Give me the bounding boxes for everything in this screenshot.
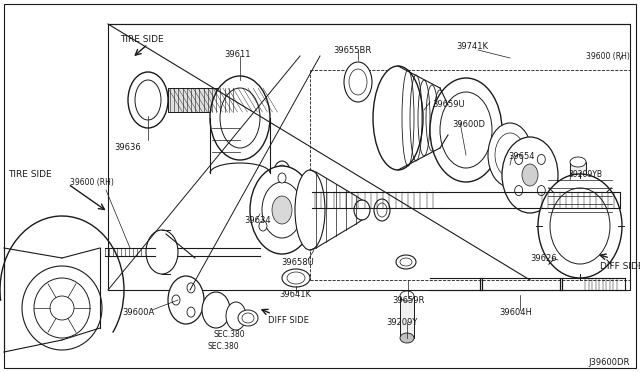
Ellipse shape xyxy=(538,154,545,164)
Bar xyxy=(400,296,414,338)
Ellipse shape xyxy=(250,166,314,254)
Ellipse shape xyxy=(242,313,254,323)
Ellipse shape xyxy=(396,255,416,269)
Bar xyxy=(570,162,586,214)
Ellipse shape xyxy=(128,72,168,128)
Ellipse shape xyxy=(282,269,310,287)
Ellipse shape xyxy=(538,186,545,196)
Text: 39634: 39634 xyxy=(244,216,271,225)
Ellipse shape xyxy=(278,173,286,183)
Ellipse shape xyxy=(502,137,558,213)
Ellipse shape xyxy=(187,283,195,293)
Bar xyxy=(108,24,630,290)
Text: TIRE SIDE: TIRE SIDE xyxy=(8,170,52,179)
Ellipse shape xyxy=(22,266,102,350)
Ellipse shape xyxy=(495,133,525,177)
Ellipse shape xyxy=(295,170,325,250)
Ellipse shape xyxy=(373,66,423,170)
Ellipse shape xyxy=(287,272,305,284)
Text: 39658U: 39658U xyxy=(282,258,314,267)
Ellipse shape xyxy=(522,164,538,186)
Ellipse shape xyxy=(262,182,302,238)
Text: SEC.380: SEC.380 xyxy=(208,342,239,351)
Ellipse shape xyxy=(515,186,523,196)
Bar xyxy=(168,88,236,112)
Text: 39636: 39636 xyxy=(115,143,141,152)
Text: DIFF SIDE: DIFF SIDE xyxy=(600,262,640,271)
Text: TIRE SIDE: TIRE SIDE xyxy=(120,35,164,44)
Text: 39209YB: 39209YB xyxy=(568,170,602,179)
Text: 39641K: 39641K xyxy=(279,290,311,299)
Ellipse shape xyxy=(344,62,372,102)
Text: 39209Y: 39209Y xyxy=(387,318,418,327)
Ellipse shape xyxy=(34,278,90,338)
Text: 39604H: 39604H xyxy=(500,308,532,317)
Ellipse shape xyxy=(259,221,267,231)
Ellipse shape xyxy=(210,76,270,160)
Ellipse shape xyxy=(50,296,74,320)
Text: 39600 (RH): 39600 (RH) xyxy=(70,178,114,187)
Text: 39659U: 39659U xyxy=(432,100,465,109)
Ellipse shape xyxy=(374,199,390,221)
Ellipse shape xyxy=(570,157,586,167)
Ellipse shape xyxy=(538,174,622,278)
Ellipse shape xyxy=(277,165,287,179)
Ellipse shape xyxy=(354,200,370,220)
Ellipse shape xyxy=(377,203,387,217)
Ellipse shape xyxy=(220,88,260,148)
Text: 39600D: 39600D xyxy=(452,120,485,129)
Ellipse shape xyxy=(430,78,502,182)
Text: 39654: 39654 xyxy=(508,152,534,161)
Text: 39741K: 39741K xyxy=(456,42,488,51)
Text: J39600DR: J39600DR xyxy=(589,358,630,367)
Ellipse shape xyxy=(570,209,586,219)
Ellipse shape xyxy=(297,221,305,231)
Text: DIFF SIDE: DIFF SIDE xyxy=(268,316,309,325)
Text: 39611: 39611 xyxy=(225,50,252,59)
Ellipse shape xyxy=(226,302,246,330)
Ellipse shape xyxy=(349,69,367,95)
Ellipse shape xyxy=(488,123,532,187)
Text: 39600 (RH): 39600 (RH) xyxy=(586,52,630,61)
Ellipse shape xyxy=(146,230,178,274)
Text: 39600A: 39600A xyxy=(122,308,154,317)
Ellipse shape xyxy=(172,295,180,305)
Ellipse shape xyxy=(272,196,292,224)
Ellipse shape xyxy=(400,258,412,266)
Ellipse shape xyxy=(187,307,195,317)
Ellipse shape xyxy=(202,292,230,328)
Ellipse shape xyxy=(550,188,610,264)
Ellipse shape xyxy=(168,276,204,324)
Text: SEC.380: SEC.380 xyxy=(214,330,246,339)
Text: 39659R: 39659R xyxy=(392,296,424,305)
Ellipse shape xyxy=(400,291,414,301)
Ellipse shape xyxy=(515,154,523,164)
Ellipse shape xyxy=(238,310,258,326)
Ellipse shape xyxy=(440,92,492,168)
Text: 39655BR: 39655BR xyxy=(333,46,371,55)
Text: 39626: 39626 xyxy=(531,254,557,263)
Ellipse shape xyxy=(274,161,290,183)
Ellipse shape xyxy=(135,80,161,120)
Ellipse shape xyxy=(400,333,414,343)
